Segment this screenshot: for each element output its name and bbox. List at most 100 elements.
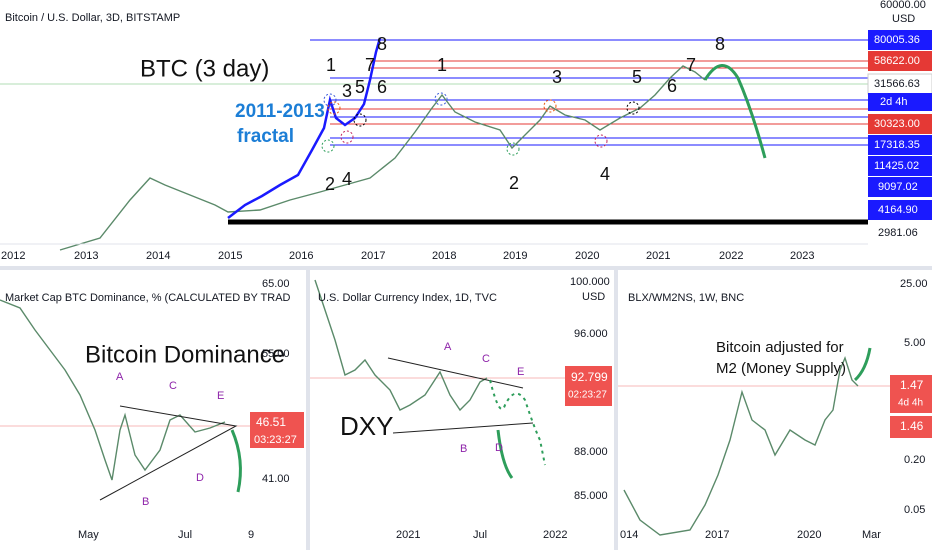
price-label: 25.00 xyxy=(900,278,928,290)
price-tag xyxy=(565,366,612,406)
wave-label: 5 xyxy=(632,67,642,87)
wave-label: A xyxy=(116,371,124,383)
m2-chart: BLX/WM2NS, 1W, BNC Bitcoin adjusted for … xyxy=(618,278,932,541)
x-tick-label: 2014 xyxy=(146,250,170,262)
x-tick-label: 2022 xyxy=(543,529,567,541)
price-tag xyxy=(868,135,932,155)
price-tag xyxy=(868,200,932,220)
wave-label: 4 xyxy=(600,164,610,184)
chart-title: Bitcoin / U.S. Dollar, 3D, BITSTAMP xyxy=(5,12,180,24)
main-chart: Bitcoin / U.S. Dollar, 3D, BITSTAMP BTC … xyxy=(0,0,932,262)
annotation: fractal xyxy=(237,126,294,147)
countdown: 02:23:27 xyxy=(568,390,607,401)
projection-curve xyxy=(496,429,514,479)
price-tag xyxy=(890,375,932,413)
annotation: Bitcoin adjusted for xyxy=(716,339,844,356)
x-tick-label: 2022 xyxy=(719,250,743,262)
wave-marker xyxy=(323,93,337,107)
price-label: 5.00 xyxy=(904,337,925,349)
price-line xyxy=(0,299,226,481)
x-tick-label: 2021 xyxy=(396,529,420,541)
price-label: 88.000 xyxy=(574,446,608,458)
x-tick-label: 2017 xyxy=(361,250,385,262)
wave-label: D xyxy=(495,442,503,454)
price-label: 92.799 xyxy=(571,370,608,384)
wave-marker xyxy=(594,134,608,148)
price-label: 60000.00 xyxy=(880,0,926,11)
price-label: 41.00 xyxy=(262,473,290,485)
price-tag xyxy=(868,114,932,134)
x-tick-label: 2021 xyxy=(646,250,670,262)
price-label: 46.51 xyxy=(256,415,286,429)
projection-curve xyxy=(489,379,546,466)
countdown: 2d 4h xyxy=(880,96,908,108)
wave-label: 5 xyxy=(355,77,365,97)
wave-label: E xyxy=(217,390,224,402)
wave-label: 2 xyxy=(509,173,519,193)
price-label: 9097.02 xyxy=(878,181,918,193)
price-label: 65.00 xyxy=(262,278,290,290)
price-label: 2981.06 xyxy=(878,227,918,239)
dxy-chart: U.S. Dollar Currency Index, 1D, TVC DXY … xyxy=(310,276,612,541)
wave-label: C xyxy=(169,380,177,392)
wave-label: C xyxy=(482,353,490,365)
price-tag xyxy=(868,51,932,71)
x-tick-label: 2015 xyxy=(218,250,242,262)
wave-label: E xyxy=(517,366,524,378)
wave-marker xyxy=(353,113,367,127)
price-label: 4164.90 xyxy=(878,204,918,216)
wave-label: B xyxy=(460,443,467,455)
annotation: BTC (3 day) xyxy=(140,55,269,82)
price-label: 1.46 xyxy=(900,419,924,433)
wave-label: 6 xyxy=(667,76,677,96)
price-label: 100.000 xyxy=(570,276,610,288)
x-tick-label: Jul xyxy=(473,529,487,541)
price-tag xyxy=(868,156,932,176)
fractal-line xyxy=(227,37,382,219)
wave-label: 7 xyxy=(686,55,696,75)
currency-label: USD xyxy=(582,291,605,303)
x-tick-label: 2023 xyxy=(790,250,814,262)
price-label: 1.47 xyxy=(900,378,924,392)
price-label: 0.05 xyxy=(904,504,925,516)
price-label: 58622.00 xyxy=(874,55,920,67)
price-label: 85.000 xyxy=(574,490,608,502)
wave-marker xyxy=(626,101,640,115)
trend-line xyxy=(392,422,534,434)
annotation: Bitcoin Dominance xyxy=(85,341,285,368)
x-tick-label: 2019 xyxy=(503,250,527,262)
price-line xyxy=(623,355,859,536)
price-tag xyxy=(250,412,304,448)
price-label: 31566.63 xyxy=(874,78,920,90)
wave-label: 8 xyxy=(715,34,725,54)
price-label: 80005.36 xyxy=(874,34,920,46)
x-tick-label: 2012 xyxy=(1,250,25,262)
x-tick-label: 014 xyxy=(620,529,638,541)
projection-curve xyxy=(853,347,872,382)
wave-label: 7 xyxy=(365,55,375,75)
x-tick-label: May xyxy=(78,529,99,541)
wave-label: 1 xyxy=(326,55,336,75)
wave-label: 3 xyxy=(342,81,352,101)
projection-curve xyxy=(703,64,767,159)
price-label: 55.00 xyxy=(262,348,290,360)
wave-label: 4 xyxy=(342,169,352,189)
x-tick-label: 2020 xyxy=(797,529,821,541)
x-tick-label: 2016 xyxy=(289,250,313,262)
wave-label: B xyxy=(142,496,149,508)
wave-marker xyxy=(327,101,341,115)
price-tag xyxy=(890,416,932,438)
trend-line xyxy=(387,357,524,389)
chart-title: Market Cap BTC Dominance, % (CALCULATED … xyxy=(5,292,291,304)
wave-marker xyxy=(340,130,354,144)
countdown: 03:23:27 xyxy=(254,434,297,446)
price-tag xyxy=(868,30,932,50)
wave-label: 3 xyxy=(552,67,562,87)
wave-marker xyxy=(543,99,557,113)
wave-marker xyxy=(434,92,448,106)
countdown: 4d 4h xyxy=(898,398,923,409)
currency-label: USD xyxy=(892,13,915,25)
price-label: 11425.02 xyxy=(874,160,919,172)
